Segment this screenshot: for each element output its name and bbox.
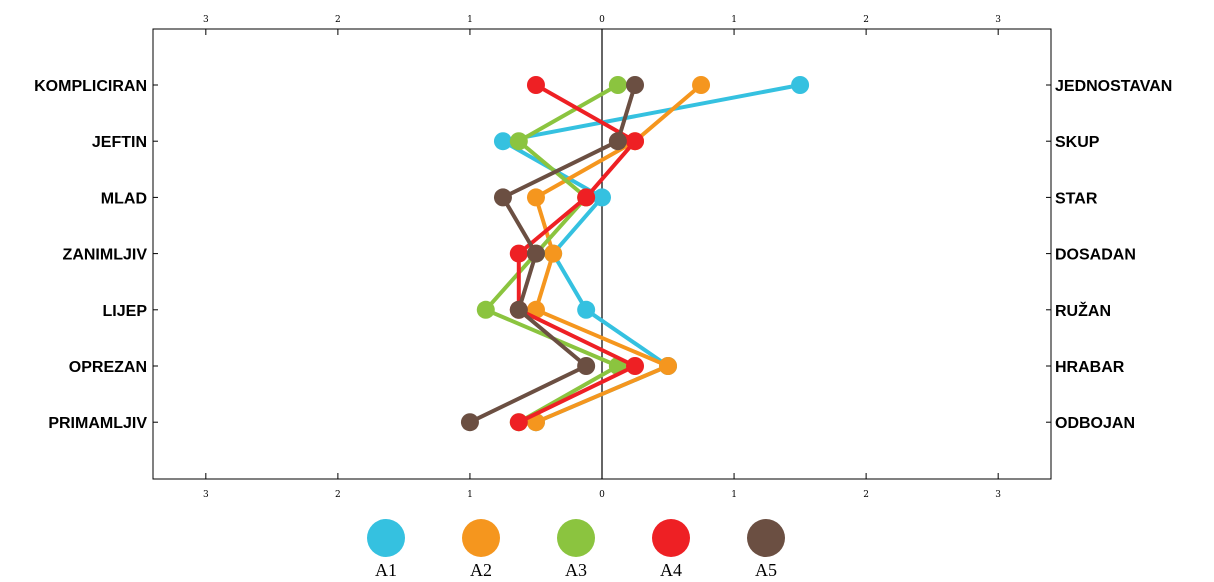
top-tick-label: 1 bbox=[731, 15, 737, 25]
legend-label: A5 bbox=[755, 560, 777, 580]
bottom-tick-label: 1 bbox=[731, 490, 737, 500]
legend-marker bbox=[557, 519, 595, 557]
data-point bbox=[493, 188, 512, 207]
legend-label: A3 bbox=[565, 560, 587, 580]
legend: A1 A2 A3 A4 A5 bbox=[367, 519, 785, 580]
top-tick-label: 1 bbox=[467, 15, 473, 25]
legend-marker bbox=[652, 519, 690, 557]
legend-marker bbox=[462, 519, 500, 557]
right-category-label: ODBOJAN bbox=[1055, 415, 1135, 432]
data-point bbox=[526, 244, 545, 263]
data-point bbox=[626, 76, 645, 94]
bottom-tick-label: 0 bbox=[599, 490, 605, 500]
series-a2 bbox=[526, 76, 711, 432]
top-tick-label: 3 bbox=[995, 15, 1001, 25]
bottom-tick-label: 3 bbox=[995, 490, 1001, 500]
data-point bbox=[791, 76, 810, 94]
top-tick-label: 3 bbox=[203, 15, 209, 25]
left-category-label: LIJEP bbox=[103, 303, 148, 320]
top-tick-label: 2 bbox=[335, 15, 341, 25]
bottom-tick-label: 2 bbox=[863, 490, 869, 500]
data-point bbox=[509, 244, 528, 263]
left-category-label: KOMPLICIRAN bbox=[34, 78, 147, 95]
data-point bbox=[692, 76, 711, 94]
data-point bbox=[659, 357, 678, 375]
data-point bbox=[476, 300, 495, 319]
top-tick-label: 0 bbox=[599, 15, 605, 25]
right-category-label: STAR bbox=[1055, 190, 1098, 207]
legend-label: A1 bbox=[375, 560, 397, 580]
data-point bbox=[608, 132, 627, 151]
legend-label: A2 bbox=[470, 560, 492, 580]
left-category-label: PRIMAMLJIV bbox=[48, 415, 147, 432]
data-point bbox=[526, 76, 545, 94]
data-point bbox=[593, 188, 611, 207]
data-point bbox=[577, 188, 596, 207]
top-tick-label: 2 bbox=[863, 15, 869, 25]
data-point bbox=[509, 413, 528, 432]
right-category-label: DOSADAN bbox=[1055, 247, 1136, 264]
data-point bbox=[626, 357, 645, 375]
bottom-tick-label: 3 bbox=[203, 490, 209, 500]
data-point bbox=[608, 76, 627, 94]
left-category-label: ZANIMLJIV bbox=[63, 247, 148, 264]
right-category-label: RUŽAN bbox=[1055, 301, 1111, 320]
bottom-tick-label: 1 bbox=[467, 490, 473, 500]
data-point bbox=[509, 132, 528, 151]
right-category-label: HRABAR bbox=[1055, 359, 1125, 376]
legend-label: A4 bbox=[660, 560, 682, 580]
right-category-label: JEDNOSTAVAN bbox=[1055, 78, 1172, 95]
data-point bbox=[577, 357, 596, 375]
data-point bbox=[526, 188, 545, 207]
data-point bbox=[493, 132, 512, 151]
data-point bbox=[626, 132, 645, 151]
series-layer bbox=[460, 76, 810, 432]
right-category-label: SKUP bbox=[1055, 134, 1100, 151]
category-labels: KOMPLICIRAN JEFTIN MLAD ZANIMLJIV LIJEP OPREZ… bbox=[34, 78, 1172, 432]
data-point bbox=[544, 244, 563, 263]
data-point bbox=[460, 413, 479, 432]
left-category-label: MLAD bbox=[101, 190, 147, 207]
left-category-label: OPREZAN bbox=[69, 359, 147, 376]
series-a5 bbox=[460, 76, 645, 432]
legend-marker bbox=[367, 519, 405, 557]
bottom-tick-label: 2 bbox=[335, 490, 341, 500]
data-point bbox=[577, 300, 596, 319]
left-category-label: JEFTIN bbox=[92, 134, 147, 151]
legend-marker bbox=[747, 519, 785, 557]
data-point bbox=[509, 300, 528, 319]
